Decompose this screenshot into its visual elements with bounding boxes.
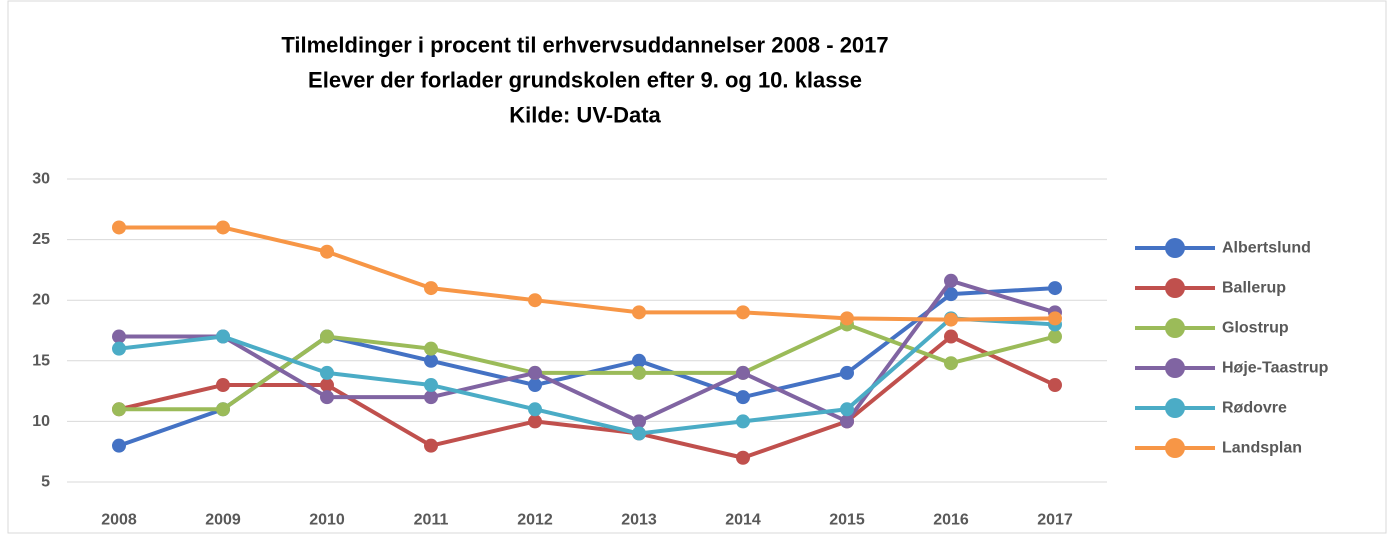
y-tick-label: 5: [41, 474, 50, 491]
x-tick-label: 2008: [101, 512, 137, 529]
legend-marker: [1165, 318, 1185, 338]
data-point: [528, 414, 542, 429]
data-point: [112, 329, 126, 344]
data-point: [424, 378, 438, 393]
data-point: [944, 287, 958, 302]
legend-label: Glostrup: [1222, 320, 1289, 337]
data-point: [528, 293, 542, 308]
data-point: [320, 329, 334, 344]
x-tick-label: 2011: [414, 512, 449, 529]
data-point: [1048, 311, 1062, 326]
chart-border: [7, 0, 1387, 534]
legend-label: Ballerup: [1222, 280, 1286, 297]
series-line: [119, 322, 1056, 412]
data-point: [528, 402, 542, 417]
data-point: [944, 356, 958, 371]
data-point: [1048, 329, 1062, 344]
data-point: [736, 450, 750, 465]
data-point: [424, 353, 438, 368]
data-point: [528, 365, 542, 380]
x-tick-label: 2016: [933, 512, 969, 529]
series-line: [118, 316, 1056, 436]
data-point: [1048, 281, 1062, 296]
data-point: [632, 353, 646, 368]
y-tick-label: 15: [32, 352, 50, 369]
chart-title: Tilmeldinger i procent til erhvervsuddan…: [281, 33, 888, 58]
chart-subtitle: Elever der forlader grundskolen efter 9.…: [308, 68, 862, 93]
data-point: [216, 220, 230, 235]
data-point: [320, 378, 334, 393]
data-point: [736, 305, 750, 320]
data-point: [840, 365, 854, 380]
data-point: [424, 341, 438, 356]
y-tick-label: 30: [32, 171, 50, 188]
data-point: [632, 426, 646, 441]
data-point: [320, 390, 334, 405]
data-point: [112, 402, 126, 417]
data-point: [944, 273, 958, 288]
data-point: [320, 244, 334, 259]
data-point: [216, 402, 230, 417]
data-point: [840, 311, 854, 326]
y-tick-label: 25: [32, 231, 50, 248]
legend-label: Landsplan: [1222, 440, 1302, 457]
x-tick-label: 2017: [1037, 512, 1073, 529]
legend-marker: [1165, 358, 1185, 378]
x-tick-label: 2010: [309, 512, 345, 529]
data-point: [944, 329, 958, 344]
legend-label: Albertslund: [1222, 240, 1311, 257]
data-point: [840, 414, 854, 429]
data-point: [112, 438, 126, 453]
data-point: [944, 312, 958, 327]
legend-marker: [1165, 398, 1185, 418]
data-point: [632, 414, 646, 429]
data-point: [736, 365, 750, 380]
data-point: [1048, 378, 1062, 393]
legend-marker: [1165, 238, 1185, 258]
data-point: [424, 390, 438, 405]
data-point: [528, 378, 542, 393]
x-tick-label: 2012: [517, 512, 553, 529]
data-point: [736, 390, 750, 405]
data-point: [112, 341, 126, 356]
y-tick-label: 10: [32, 413, 50, 430]
x-tick-label: 2013: [621, 512, 657, 529]
data-point: [424, 438, 438, 453]
legend-label: Høje-Taastrup: [1222, 360, 1329, 377]
chart-source: Kilde: UV-Data: [509, 103, 661, 128]
legend-marker: [1165, 438, 1185, 458]
data-point: [216, 378, 230, 393]
x-tick-label: 2009: [205, 512, 241, 529]
legend-marker: [1165, 278, 1185, 298]
data-point: [632, 305, 646, 320]
data-point: [424, 281, 438, 296]
data-point: [736, 414, 750, 429]
data-point: [320, 365, 334, 380]
legend-label: Rødovre: [1222, 400, 1287, 417]
series-line: [118, 334, 1056, 460]
x-tick-label: 2014: [725, 512, 761, 529]
data-point: [112, 220, 126, 235]
y-tick-label: 20: [32, 292, 50, 309]
data-point: [216, 329, 230, 344]
data-point: [840, 402, 854, 417]
data-point: [632, 365, 646, 380]
series-line: [119, 278, 1056, 424]
series-line: [119, 225, 1056, 322]
x-tick-label: 2015: [829, 512, 865, 529]
